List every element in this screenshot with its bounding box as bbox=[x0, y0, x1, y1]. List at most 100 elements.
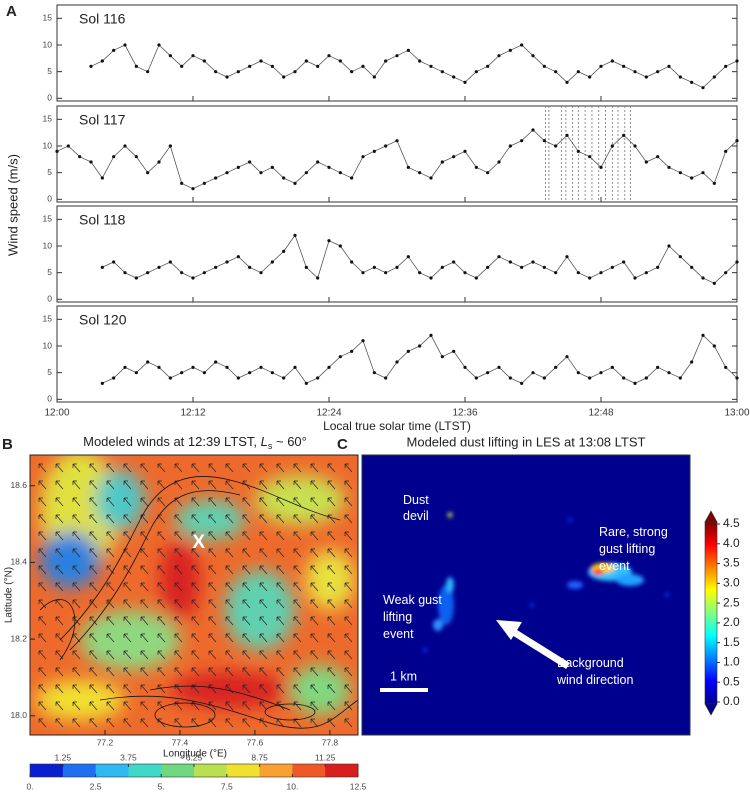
wind-map bbox=[30, 455, 358, 735]
colorbar-band bbox=[30, 764, 64, 777]
colorbar-extend bbox=[704, 703, 718, 716]
wind-point bbox=[406, 48, 410, 52]
colorbar-band bbox=[128, 764, 162, 777]
wind-point bbox=[372, 75, 376, 79]
wind-point bbox=[123, 271, 127, 275]
colorbar-label: 3.5 bbox=[723, 556, 740, 570]
colorbar bbox=[704, 521, 718, 705]
wind-point bbox=[610, 365, 614, 369]
wind-point bbox=[531, 54, 535, 58]
colorbar-label: 10. bbox=[286, 781, 298, 791]
y-tick-label: 18.2 bbox=[10, 633, 27, 643]
wind-point bbox=[372, 149, 376, 153]
colorbar-band bbox=[62, 764, 97, 777]
wind-point bbox=[304, 381, 308, 385]
y-tick-label: 18.6 bbox=[10, 480, 27, 490]
wind-point bbox=[100, 59, 104, 63]
wind-point bbox=[735, 59, 739, 63]
x-tick-label: 77.2 bbox=[97, 737, 114, 747]
wind-point bbox=[656, 265, 660, 269]
plot-frame bbox=[56, 305, 738, 403]
wind-point bbox=[236, 376, 240, 380]
wind-point bbox=[168, 54, 172, 58]
wind-point bbox=[520, 139, 524, 143]
wind-point bbox=[712, 181, 716, 185]
wind-point bbox=[236, 165, 240, 169]
x-tick-label: 12:00 bbox=[44, 408, 69, 419]
wind-point bbox=[395, 54, 399, 58]
y-tick-label: 10 bbox=[43, 39, 53, 49]
colorbar-label: 0.5 bbox=[723, 674, 740, 688]
wind-point bbox=[384, 376, 388, 380]
panel-letter: C bbox=[337, 436, 348, 453]
x-tick-label: 12:24 bbox=[316, 408, 341, 419]
wind-point bbox=[146, 360, 150, 364]
wind-point bbox=[497, 54, 501, 58]
colorbar-band bbox=[95, 764, 129, 777]
wind-point bbox=[225, 365, 229, 369]
panel-letter: A bbox=[6, 3, 17, 20]
wind-point bbox=[248, 265, 252, 269]
colorbar-label: 3.0 bbox=[723, 576, 740, 590]
wind-point bbox=[690, 80, 694, 84]
wind-point bbox=[690, 176, 694, 180]
wind-point bbox=[112, 260, 116, 264]
wind-point bbox=[486, 371, 490, 375]
wind-point bbox=[146, 70, 150, 74]
wind-point bbox=[701, 276, 705, 280]
wind-point bbox=[667, 371, 671, 375]
colorbar-label: 2.5 bbox=[723, 595, 740, 609]
wind-point bbox=[565, 133, 569, 137]
wind-point bbox=[270, 165, 274, 169]
wind-point bbox=[474, 70, 478, 74]
wind-trace bbox=[102, 234, 738, 284]
wind-point bbox=[157, 365, 161, 369]
wind-point bbox=[644, 271, 648, 275]
wind-point bbox=[191, 365, 195, 369]
wind-point bbox=[100, 265, 104, 269]
wind-point bbox=[214, 265, 218, 269]
wind-point bbox=[690, 265, 694, 269]
wind-point bbox=[112, 48, 116, 52]
wind-point bbox=[248, 64, 252, 68]
wind-point bbox=[406, 165, 410, 169]
y-tick-label: 5 bbox=[47, 66, 52, 76]
wind-point bbox=[633, 70, 637, 74]
wind-point bbox=[406, 255, 410, 259]
wind-point bbox=[622, 376, 626, 380]
annotation: Rare, strong gust lifting event bbox=[599, 525, 668, 573]
y-tick-label: 0 bbox=[47, 294, 52, 304]
wind-point bbox=[338, 59, 342, 63]
annotation: Dust devil bbox=[403, 493, 429, 523]
wind-point bbox=[440, 70, 444, 74]
wind-point bbox=[180, 64, 184, 68]
wind-point bbox=[463, 149, 467, 153]
wind-point bbox=[701, 333, 705, 337]
wind-point bbox=[418, 344, 422, 348]
wind-point bbox=[168, 260, 172, 264]
y-axis-label: Latitude (°N) bbox=[4, 567, 15, 623]
wind-point bbox=[270, 64, 274, 68]
wind-point bbox=[89, 64, 93, 68]
wind-point bbox=[384, 144, 388, 148]
wind-point bbox=[350, 260, 354, 264]
panel-label: Sol 116 bbox=[79, 11, 126, 27]
wind-point bbox=[452, 155, 456, 159]
wind-point bbox=[565, 255, 569, 259]
wind-point bbox=[89, 160, 93, 164]
colorbar-extend bbox=[704, 510, 718, 523]
wind-point bbox=[542, 376, 546, 380]
y-tick-label: 15 bbox=[43, 13, 53, 23]
wind-point bbox=[372, 265, 376, 269]
wind-point bbox=[565, 355, 569, 359]
plot-frame bbox=[56, 105, 738, 203]
wind-point bbox=[282, 75, 286, 79]
wind-point bbox=[350, 176, 354, 180]
wind-point bbox=[724, 149, 728, 153]
colorbar-label: 11.25 bbox=[315, 752, 336, 762]
y-tick-label: 0 bbox=[47, 194, 52, 204]
panel-label: Sol 118 bbox=[79, 212, 126, 228]
wind-point bbox=[112, 155, 116, 159]
site-marker: X bbox=[192, 532, 205, 553]
wind-point bbox=[520, 43, 524, 47]
